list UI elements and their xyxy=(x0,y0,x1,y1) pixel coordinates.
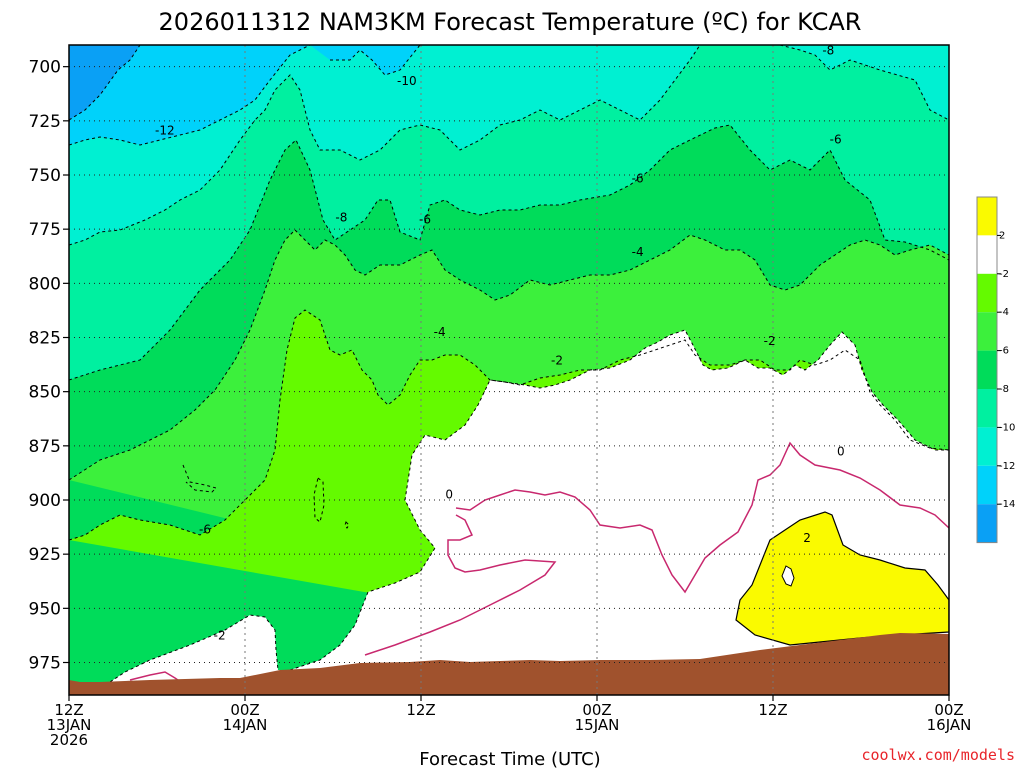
x-tick-label: 16JAN xyxy=(927,716,972,734)
y-tick-label: 950 xyxy=(29,599,61,619)
band-above-2 xyxy=(735,511,949,646)
x-tick-label: 14JAN xyxy=(223,716,268,734)
x-tick-label: 00Z xyxy=(230,701,259,719)
legend-swatch xyxy=(977,389,997,428)
y-axis-tick-labels: 700 725 750 775 800 825 850 875 900 925 950 975 xyxy=(29,58,61,674)
x-tick-label: 00Z xyxy=(582,701,611,719)
contour-label: -12 xyxy=(155,124,175,138)
gridlines xyxy=(69,45,949,695)
credit-text[interactable]: coolwx.com/models xyxy=(861,746,1015,764)
plot-area xyxy=(69,45,949,695)
x-tick-label: 13JAN xyxy=(47,716,92,734)
legend-swatch xyxy=(977,504,997,543)
y-axis-tick-marks xyxy=(63,66,69,664)
ground-surface xyxy=(69,633,949,695)
y-tick-label: 825 xyxy=(29,329,61,349)
legend-swatch xyxy=(977,427,997,466)
legend-swatch xyxy=(977,273,997,313)
contour-label: -8 xyxy=(335,210,347,224)
contour-label: -6 xyxy=(830,132,842,146)
color-legend: 2 -2 -4 -6 -8 -10 -12 -14 xyxy=(976,196,1015,544)
y-tick-label: 700 xyxy=(29,58,61,78)
x-tick-label: 12Z xyxy=(758,701,787,719)
contour-label: -4 xyxy=(434,325,446,339)
x-tick-label: 2026 xyxy=(50,731,88,749)
contour-line-minus-12 xyxy=(69,45,421,146)
y-tick-label: 775 xyxy=(29,220,61,240)
legend-swatch xyxy=(977,350,997,389)
legend-swatch xyxy=(977,465,997,505)
legend-label: -6 xyxy=(999,346,1009,357)
contour-label: 2 xyxy=(803,531,811,545)
contour-labels: -10 -8 -12 -6 -6 -8 -6 -4 -4 -2 -2 0 0 2 -6 -2 xyxy=(155,44,845,643)
legend-label: -14 xyxy=(999,499,1015,510)
contour-label: -4 xyxy=(632,245,644,259)
legend-label: -10 xyxy=(999,422,1015,433)
contour-line-minus-4 xyxy=(69,309,949,541)
x-tick-label: 12Z xyxy=(406,701,435,719)
x-tick-label: 00Z xyxy=(934,701,963,719)
legend-swatch xyxy=(977,312,997,351)
contour-label: -8 xyxy=(822,44,834,58)
legend-label: 2 xyxy=(999,230,1005,241)
contour-line-minus-2 xyxy=(69,329,949,691)
y-tick-label: 800 xyxy=(29,274,61,294)
contour-line-minus-6 xyxy=(69,229,949,493)
plot-frame xyxy=(68,44,950,696)
contour-label: -6 xyxy=(419,213,431,227)
legend-label: -8 xyxy=(999,384,1009,395)
band-minus-2-to-2 xyxy=(69,330,949,695)
contour-line-minus-10 xyxy=(69,45,949,246)
y-tick-label: 725 xyxy=(29,112,61,132)
contour-label: -2 xyxy=(214,629,226,643)
y-tick-label: 850 xyxy=(29,383,61,403)
x-tick-label: 15JAN xyxy=(575,716,620,734)
legend-frame xyxy=(976,196,998,544)
contour-label: -2 xyxy=(551,353,563,367)
y-tick-label: 875 xyxy=(29,437,61,457)
contour-line-minus-14 xyxy=(69,45,141,121)
chart-title: 2026011312 NAM3KM Forecast Temperature (… xyxy=(159,8,862,36)
contour-label: -6 xyxy=(199,522,211,536)
x-tick-label: 12Z xyxy=(54,701,83,719)
contour-label: -10 xyxy=(397,74,417,88)
x-axis-tick-marks xyxy=(68,695,950,701)
legend-label: -12 xyxy=(999,461,1015,472)
band-minus-2-to-2 xyxy=(781,565,795,587)
contour-label: 0 xyxy=(445,488,453,502)
legend-label: -2 xyxy=(999,269,1009,280)
legend-swatch xyxy=(977,197,997,236)
y-tick-label: 750 xyxy=(29,166,61,186)
legend-swatch xyxy=(977,235,997,274)
legend-label: -4 xyxy=(999,307,1009,318)
contour-line-minus-8 xyxy=(69,124,949,381)
contour-label: 0 xyxy=(837,444,845,458)
y-tick-label: 925 xyxy=(29,545,61,565)
band-below-minus-14 xyxy=(69,45,140,120)
band-minus-10-to-minus-8 xyxy=(69,45,949,380)
y-tick-label: 975 xyxy=(29,654,61,674)
contour-label: -2 xyxy=(764,334,776,348)
y-tick-label: 900 xyxy=(29,491,61,511)
x-axis-title: Forecast Time (UTC) xyxy=(419,749,600,768)
contour-label: -6 xyxy=(632,171,644,185)
